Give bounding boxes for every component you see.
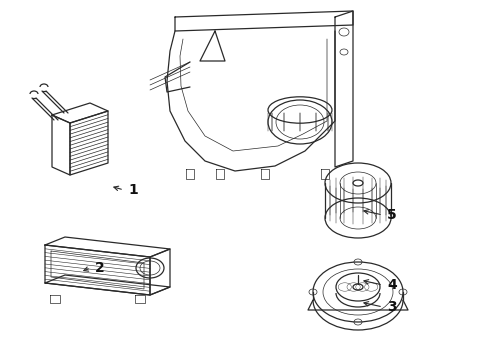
- Text: 5: 5: [387, 208, 397, 222]
- Text: 3: 3: [387, 300, 396, 314]
- Text: 4: 4: [387, 278, 397, 292]
- Text: 1: 1: [128, 183, 138, 197]
- Text: 2: 2: [95, 261, 105, 275]
